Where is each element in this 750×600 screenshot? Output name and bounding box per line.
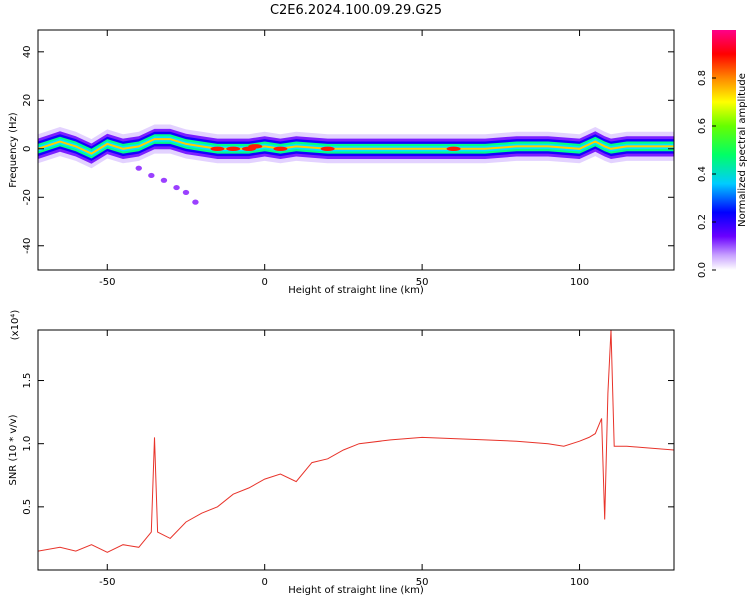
- y-tick-label: 0: [22, 146, 33, 152]
- ridge-hotspot: [210, 146, 225, 151]
- colorbar-tick-label: 0.6: [697, 118, 708, 134]
- ridge-hotspot: [320, 146, 335, 151]
- y-tick-label: 1.5: [22, 373, 33, 389]
- spectrogram-panel: -50 0 50 100 -40 -20 0 20 40 Height of straight …: [8, 29, 675, 296]
- tail-point: [182, 189, 190, 196]
- colorbar-label: Normalized spectral amplitude: [737, 73, 748, 227]
- y-tick-label: 0.5: [22, 499, 33, 515]
- y-tick-label: -20: [22, 189, 33, 205]
- colorbar-ticks: 0.0 0.2 0.4 0.6 0.8: [697, 70, 716, 278]
- snr-panel: -50 0 50 100 0.5 1.0 1.5 Height of straight li…: [8, 310, 675, 596]
- ridge-cyan: [38, 136, 674, 157]
- snr-plot-area: [38, 330, 674, 553]
- snr-frame: [37, 329, 675, 571]
- colorbar-tick-label: 0.8: [697, 70, 708, 86]
- colorbar: 0.0 0.2 0.4 0.6 0.8 Normalized spectral ampl…: [697, 30, 748, 278]
- snr-ticks: -50 0 50 100 0.5 1.0 1.5: [22, 330, 674, 588]
- colorbar-tick-label: 0.4: [697, 166, 708, 182]
- x-tick-label: 100: [570, 277, 589, 288]
- tail-point: [160, 177, 168, 183]
- ridge-core: [38, 138, 674, 155]
- tail-point: [148, 172, 155, 179]
- ridge-hotspot: [248, 144, 263, 149]
- x-tick-label: 100: [570, 577, 589, 588]
- x-tick-label: -50: [99, 577, 115, 588]
- tail-point: [135, 165, 142, 171]
- ridge-hotspot: [226, 146, 241, 151]
- colorbar-gradient: [712, 30, 736, 270]
- spectrogram-frame: [37, 29, 675, 271]
- figure-title: C2E6.2024.100.09.29.G25: [270, 3, 442, 18]
- colorbar-tick-label: 0.0: [697, 262, 708, 278]
- ridge-hotspot: [446, 146, 461, 151]
- spectrogram-ticks: -50 0 50 100 -40 -20 0 20 40: [22, 30, 674, 288]
- x-tick-label: -50: [99, 277, 115, 288]
- colorbar-tick-label: 0.2: [697, 214, 708, 230]
- y-tick-label: 1.0: [22, 436, 33, 452]
- x-tick-label: 0: [262, 577, 268, 588]
- spectrogram-ylabel: Frequency (Hz): [8, 112, 19, 188]
- snr-ylabel: SNR (10 * v/v): [8, 414, 19, 485]
- y-tick-label: 20: [22, 94, 33, 107]
- x-tick-label: 50: [416, 577, 429, 588]
- y-tick-label: -40: [22, 238, 33, 254]
- spectrogram-plot-area: [38, 124, 674, 205]
- tail-point: [192, 199, 199, 205]
- x-tick-label: 50: [416, 277, 429, 288]
- snr-xlabel: Height of straight line (km): [288, 585, 424, 596]
- ridge-hotspot: [273, 146, 288, 151]
- spectrogram-xlabel: Height of straight line (km): [288, 285, 424, 296]
- x-tick-label: 0: [262, 277, 268, 288]
- snr-series-line: [38, 330, 674, 553]
- snr-scale-label: (x10⁴): [10, 310, 21, 341]
- tail-point: [173, 184, 180, 191]
- y-tick-label: 40: [22, 45, 33, 58]
